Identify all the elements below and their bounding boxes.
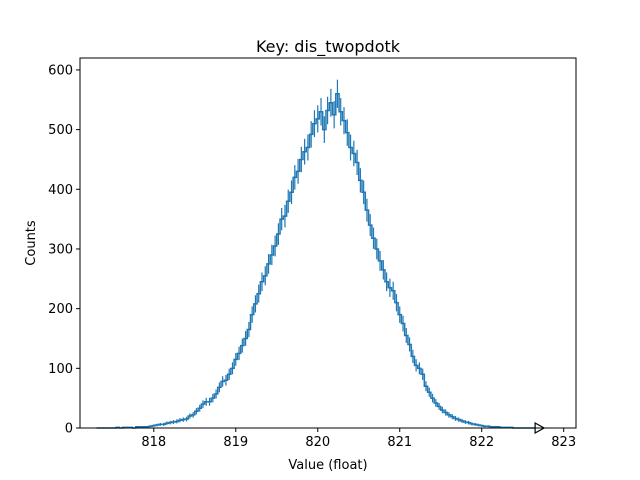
plot-area bbox=[96, 79, 546, 435]
x-tick-label: 823 bbox=[551, 435, 576, 450]
x-tick-label: 821 bbox=[387, 435, 412, 450]
x-tick-label: 818 bbox=[141, 435, 166, 450]
y-axis: 0 100 200 300 400 500 600 bbox=[48, 63, 80, 437]
histogram-step-line bbox=[96, 93, 540, 429]
x-axis-label: Value (float) bbox=[288, 458, 367, 473]
chart-title: Key: dis_twopdotk bbox=[256, 37, 401, 57]
y-axis-label: Counts bbox=[24, 220, 39, 266]
y-tick-label: 600 bbox=[48, 63, 73, 78]
y-tick-label: 100 bbox=[48, 362, 73, 377]
x-tick-label: 822 bbox=[469, 435, 494, 450]
x-tick-label: 819 bbox=[223, 435, 248, 450]
y-tick-label: 500 bbox=[48, 123, 73, 138]
y-tick-label: 0 bbox=[65, 422, 73, 437]
x-axis: 818 819 820 821 822 823 bbox=[141, 428, 576, 450]
x-tick-label: 820 bbox=[305, 435, 330, 450]
y-tick-label: 300 bbox=[48, 242, 73, 257]
y-tick-label: 400 bbox=[48, 183, 73, 198]
plot-frame bbox=[79, 57, 577, 429]
y-tick-label: 200 bbox=[48, 302, 73, 317]
